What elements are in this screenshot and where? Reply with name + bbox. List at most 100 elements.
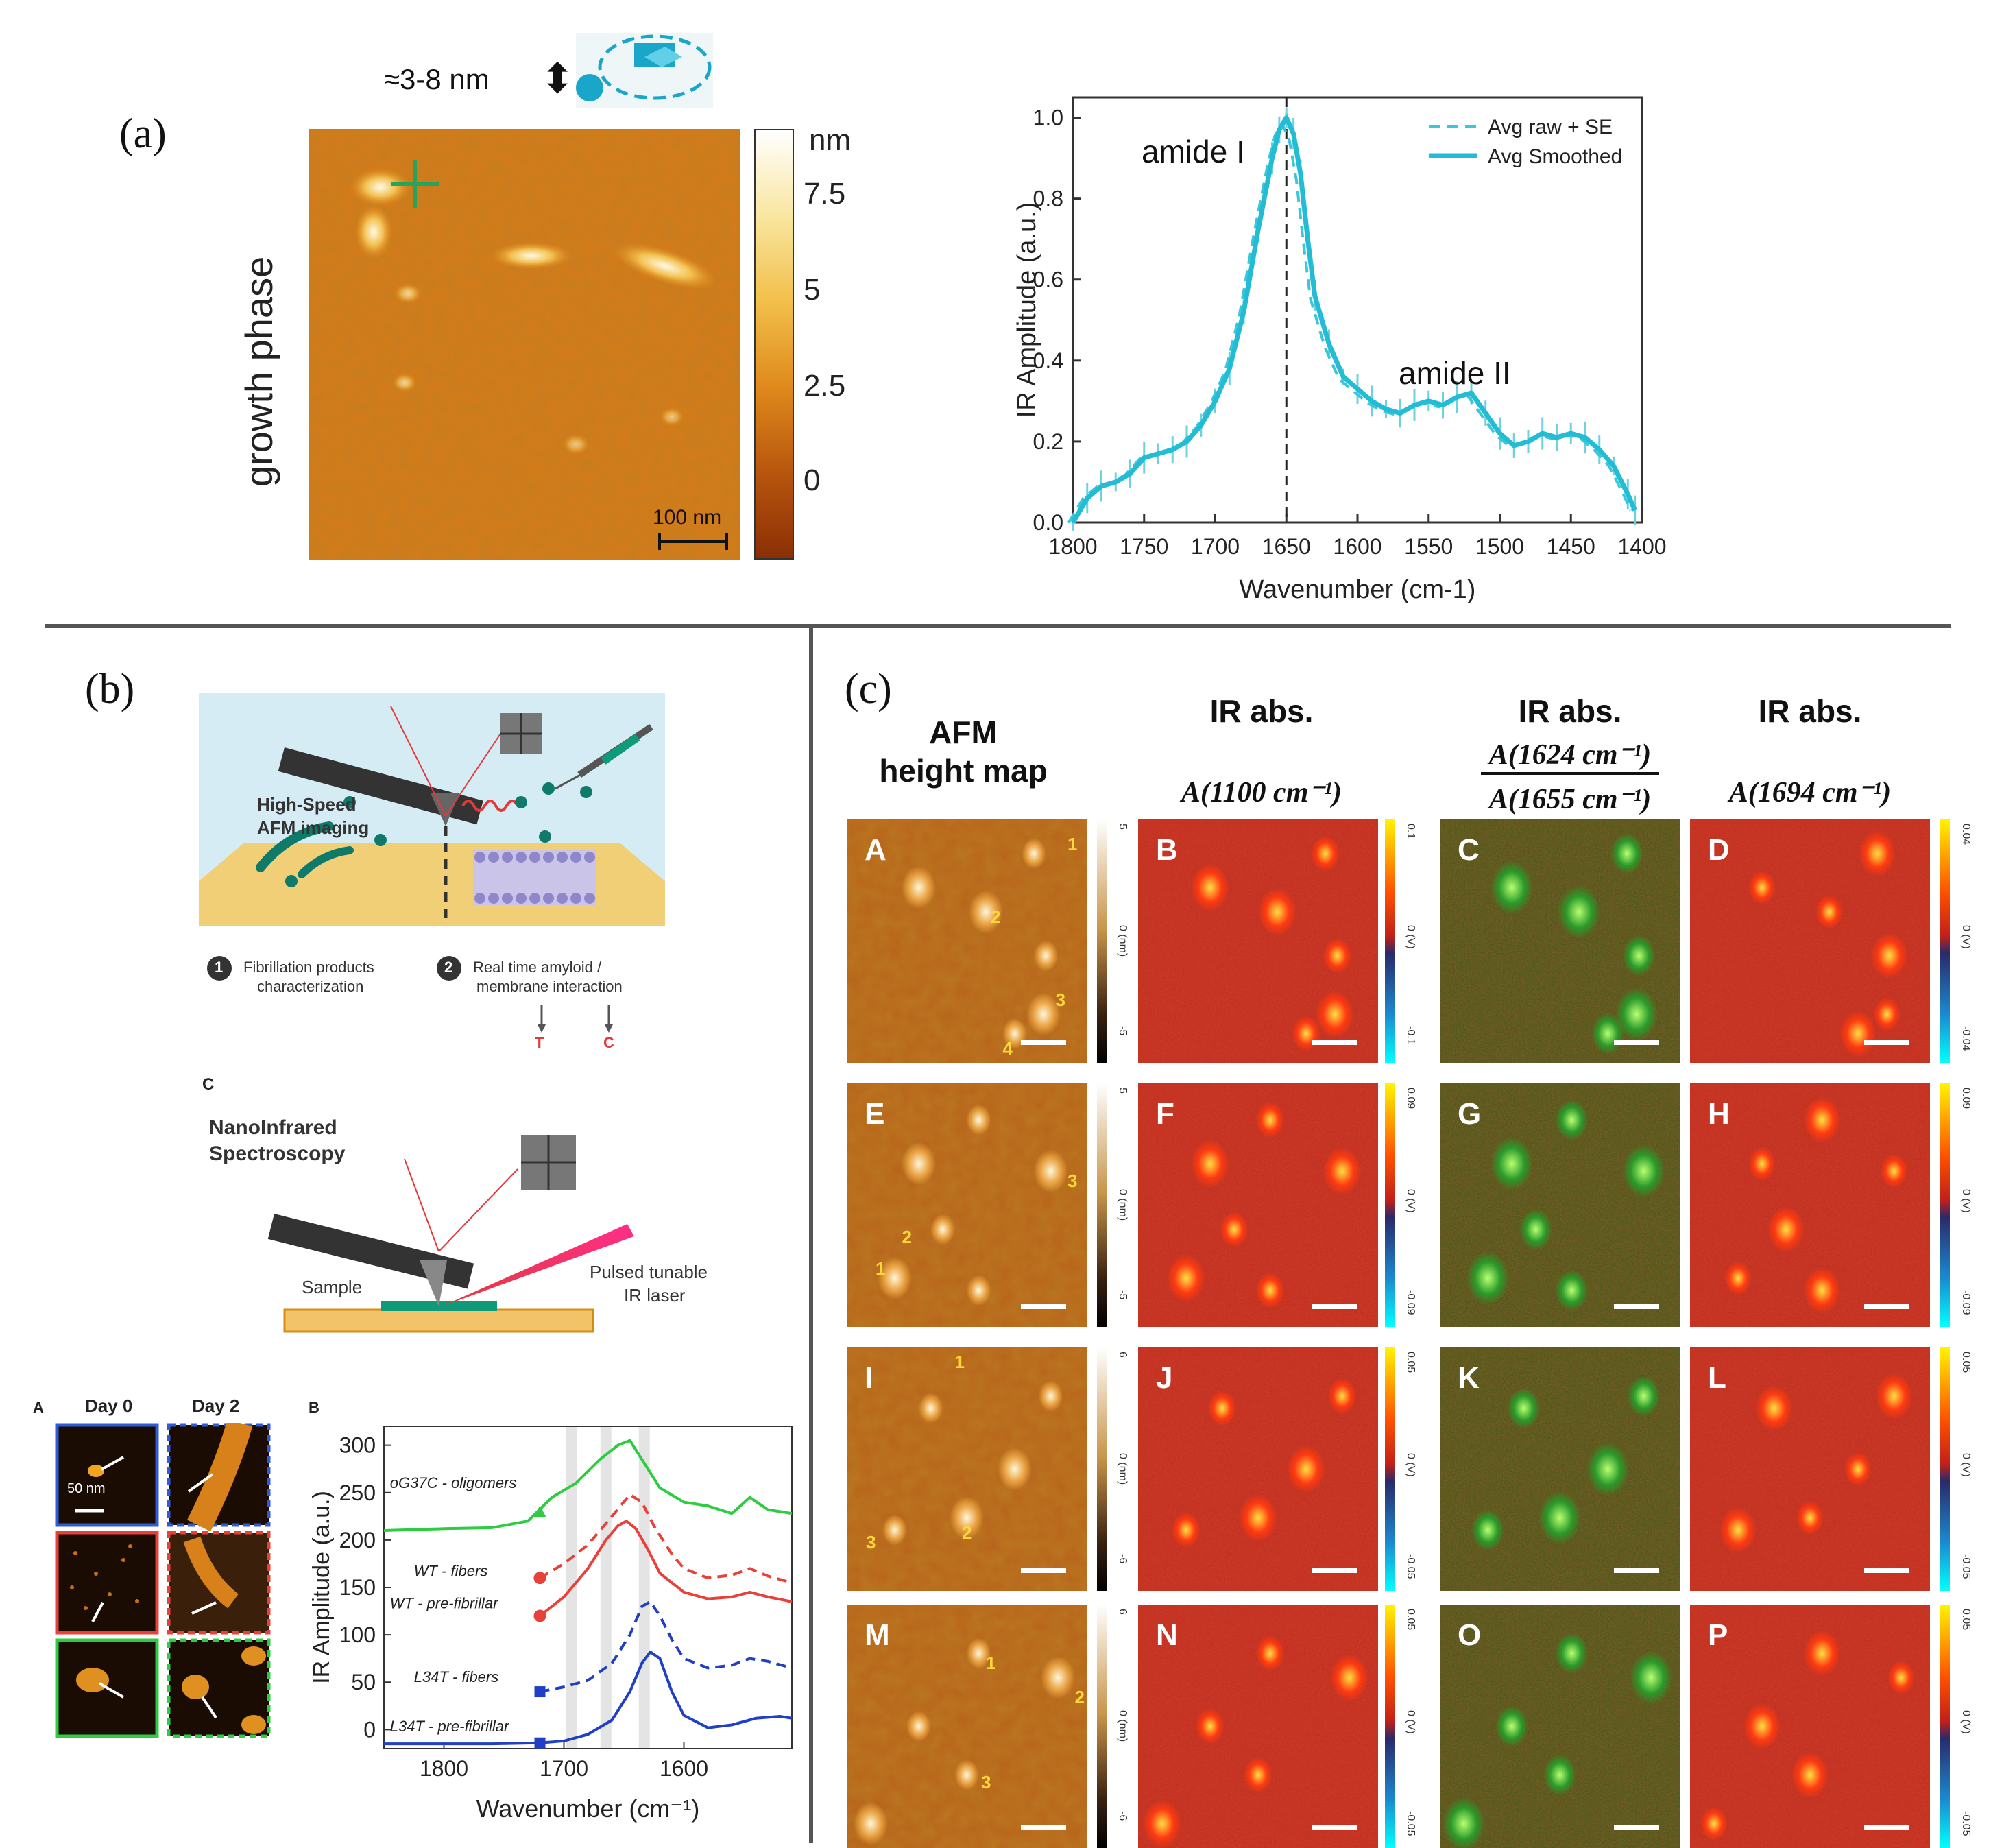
feature-blob [1191, 1140, 1229, 1188]
series-marker [533, 1609, 546, 1622]
colorbar-tick-label: 0.05 [1960, 1609, 1972, 1631]
series-label: WT - fibers [414, 1562, 488, 1579]
feature-blob [1491, 1137, 1533, 1190]
side-label: growth phase [237, 256, 280, 487]
feature-number: 2 [962, 1522, 972, 1543]
series-label: L34T - pre-fibrillar [390, 1718, 510, 1735]
colorbar-unit: nm [809, 123, 852, 157]
step2-number: 2 [444, 959, 453, 976]
x-tick-label: 1700 [540, 1756, 588, 1781]
feature-blob [1327, 1378, 1357, 1415]
colorbar-tick-label: 0.05 [1960, 1352, 1972, 1373]
feature-blob [1880, 1153, 1908, 1188]
map-letter: C [1458, 833, 1480, 867]
map-tile: D [1690, 819, 1930, 1063]
feature-blob [966, 1275, 991, 1306]
x-axis-label: Wavenumber (cm⁻¹) [476, 1795, 700, 1823]
feature-blob [1873, 997, 1900, 1031]
annotation-amide-ii: amide II [1399, 355, 1511, 391]
series-label: oG37C - oligomers [390, 1474, 517, 1491]
map-tile: B [1138, 819, 1378, 1063]
feature-blob [1287, 1445, 1325, 1493]
colorbar-tick-label: -5 [1117, 1290, 1129, 1300]
colorbar-tick-label: 0 (V) [1960, 924, 1972, 949]
vertical-divider [809, 628, 813, 1843]
scale-bar [1614, 1040, 1659, 1045]
annotation-amide-i: amide I [1142, 134, 1245, 169]
step2-line1: Real time amyloid / [473, 959, 602, 976]
feature-blob [1555, 1099, 1589, 1141]
colorbar-tick-label: -6 [1117, 1554, 1129, 1564]
feature-blob [1700, 1806, 1728, 1841]
feature-number: 3 [981, 1772, 991, 1793]
feature-blob [1255, 1102, 1285, 1138]
map-colorbar [1097, 1083, 1107, 1327]
feature-blob [998, 1448, 1032, 1491]
feature-number: 1 [876, 1258, 886, 1279]
series-marker [533, 1505, 546, 1517]
y-tick-label: 100 [339, 1622, 376, 1647]
map-letter: F [1156, 1097, 1174, 1131]
feature-blob [906, 1711, 931, 1742]
step1-line1: Fibrillation products [243, 959, 374, 976]
feature-blob [1207, 1390, 1237, 1426]
map-image [847, 1605, 1087, 1848]
colorbar-tick: 5 [804, 273, 821, 307]
series-marker [533, 1572, 546, 1585]
x-tick-label: 1600 [1333, 534, 1381, 559]
feature-blob [1239, 1493, 1277, 1542]
feature-blob [930, 1214, 955, 1245]
feature-blob [966, 1637, 991, 1669]
colorbar-tick-label: 6 [1117, 1609, 1129, 1615]
y-axis-label: IR Amplitude (a.u.) [1013, 202, 1041, 418]
colorbar-tick: 2.5 [804, 369, 846, 403]
feature-blob [1244, 1757, 1272, 1793]
col-header-ir2: IR abs. [1518, 693, 1622, 729]
map-letter: O [1458, 1618, 1482, 1652]
y-tick-label: 1.0 [1033, 106, 1063, 130]
map-tile: C [1440, 819, 1680, 1063]
day2-header: Day 2 [192, 1395, 240, 1416]
scale-bar [1021, 1040, 1066, 1045]
feature-blob [1791, 1751, 1829, 1799]
series-line [383, 1439, 793, 1533]
y-tick-label: 0.4 [1033, 348, 1063, 373]
feature-blob [1167, 1254, 1205, 1302]
scale-bar [1864, 1304, 1909, 1309]
map-letter: G [1458, 1097, 1482, 1131]
feature-blob [1467, 1251, 1509, 1305]
colorbar-tick-label: -5 [1117, 1026, 1129, 1036]
colorbar-tick-label: 0 (V) [1960, 1188, 1972, 1213]
feature-blob [1887, 1660, 1915, 1695]
noise-layer [847, 1605, 1087, 1848]
smoothed-avg-line [1070, 115, 1637, 524]
feature-blob [918, 1393, 943, 1424]
map-tile: P [1690, 1605, 1930, 1848]
colorbar-tick: 7.5 [804, 177, 846, 211]
map-tile: I 1 2 3 [847, 1347, 1087, 1591]
series-line [384, 1651, 793, 1746]
feature-blob [1755, 1385, 1793, 1432]
sub-a-tag: A [33, 1399, 44, 1416]
fraction-bar [1481, 772, 1659, 775]
map-colorbar [1940, 1347, 1950, 1591]
colorbar-tick-label: -0.05 [1405, 1811, 1416, 1836]
shaded-band [638, 1426, 650, 1749]
feature-blob [1875, 1373, 1913, 1419]
size-note: ≈3-8 nm [384, 63, 490, 95]
day0-header: Day 0 [85, 1395, 133, 1416]
feature-blob [1591, 1013, 1624, 1055]
double-arrow-icon: ⬍ [540, 56, 575, 101]
colorbar-tick-label: 0.1 [1405, 824, 1416, 839]
scale-bar [1864, 1568, 1909, 1573]
raw-avg-line [1067, 121, 1632, 524]
series-line [539, 1520, 793, 1618]
colorbar-tick-label: 5 [1117, 1088, 1129, 1094]
feature-blob [1803, 1096, 1841, 1143]
colorbar-tick-label: 0.09 [1960, 1088, 1972, 1109]
colorbar-tick-label: 0 (V) [1405, 924, 1416, 949]
colorbar-tick-label: 0.05 [1405, 1352, 1416, 1373]
colorbar-tick-label: 0 (V) [1405, 1709, 1416, 1734]
feature-blob [1495, 1705, 1528, 1747]
y-tick-label: 0.0 [1033, 510, 1063, 535]
